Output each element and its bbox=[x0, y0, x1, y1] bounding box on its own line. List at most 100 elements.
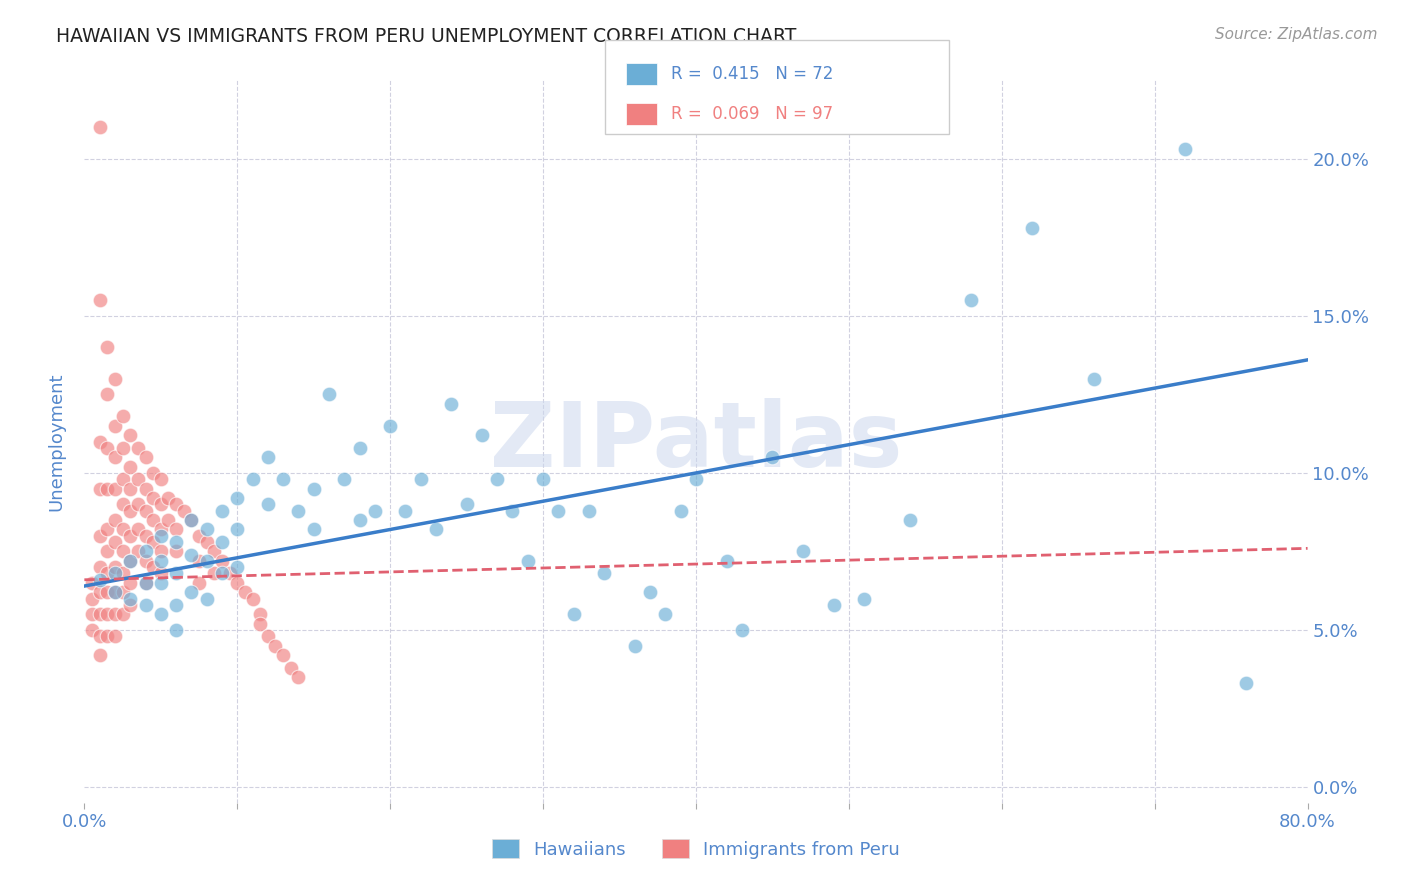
Point bbox=[211, 503, 233, 517]
Point bbox=[716, 554, 738, 568]
Point bbox=[120, 529, 142, 543]
Point bbox=[96, 441, 118, 455]
Point bbox=[211, 554, 233, 568]
Point bbox=[89, 573, 111, 587]
Point bbox=[188, 554, 211, 568]
Point bbox=[104, 482, 127, 496]
Text: R =  0.415   N = 72: R = 0.415 N = 72 bbox=[671, 65, 832, 83]
Point bbox=[89, 607, 111, 622]
Point bbox=[135, 575, 157, 590]
Point bbox=[149, 554, 172, 568]
Point bbox=[165, 566, 187, 581]
Point bbox=[135, 544, 157, 558]
Text: HAWAIIAN VS IMMIGRANTS FROM PERU UNEMPLOYMENT CORRELATION CHART: HAWAIIAN VS IMMIGRANTS FROM PERU UNEMPLO… bbox=[56, 27, 797, 45]
Point bbox=[157, 491, 180, 505]
Point bbox=[149, 544, 172, 558]
Point bbox=[111, 441, 134, 455]
Point bbox=[409, 472, 432, 486]
Point bbox=[180, 513, 202, 527]
Point bbox=[456, 497, 478, 511]
Point bbox=[104, 560, 127, 574]
Point bbox=[440, 397, 463, 411]
Point bbox=[685, 472, 707, 486]
Point bbox=[271, 648, 294, 662]
Point bbox=[135, 554, 157, 568]
Point bbox=[165, 523, 187, 537]
Point bbox=[624, 639, 647, 653]
Point bbox=[211, 566, 233, 581]
Point bbox=[531, 472, 554, 486]
Point bbox=[257, 497, 280, 511]
Point bbox=[195, 535, 218, 549]
Point bbox=[180, 513, 202, 527]
Point bbox=[165, 497, 187, 511]
Point bbox=[202, 544, 225, 558]
Point bbox=[89, 293, 111, 308]
Point bbox=[104, 607, 127, 622]
Point bbox=[120, 598, 142, 612]
Point bbox=[104, 585, 127, 599]
Point bbox=[287, 503, 309, 517]
Point bbox=[80, 575, 103, 590]
Point bbox=[173, 503, 195, 517]
Point bbox=[1021, 221, 1043, 235]
Point bbox=[349, 513, 371, 527]
Point bbox=[654, 607, 676, 622]
Point bbox=[226, 523, 249, 537]
Point bbox=[89, 529, 111, 543]
Point bbox=[165, 544, 187, 558]
Point bbox=[120, 459, 142, 474]
Point bbox=[195, 523, 218, 537]
Point bbox=[111, 497, 134, 511]
Point bbox=[89, 560, 111, 574]
Point bbox=[104, 372, 127, 386]
Point bbox=[96, 340, 118, 354]
Point bbox=[157, 513, 180, 527]
Point bbox=[135, 482, 157, 496]
Point bbox=[104, 513, 127, 527]
Point bbox=[280, 661, 302, 675]
Point bbox=[96, 523, 118, 537]
Point bbox=[149, 607, 172, 622]
Point bbox=[142, 560, 165, 574]
Point bbox=[380, 418, 402, 433]
Point bbox=[104, 566, 127, 581]
Point bbox=[135, 503, 157, 517]
Point bbox=[96, 629, 118, 643]
Text: Source: ZipAtlas.com: Source: ZipAtlas.com bbox=[1215, 27, 1378, 42]
Point bbox=[302, 523, 325, 537]
Point bbox=[111, 566, 134, 581]
Point bbox=[89, 434, 111, 449]
Point bbox=[394, 503, 416, 517]
Point bbox=[547, 503, 569, 517]
Point bbox=[333, 472, 356, 486]
Point bbox=[761, 450, 783, 465]
Point bbox=[104, 418, 127, 433]
Point bbox=[104, 535, 127, 549]
Point bbox=[111, 523, 134, 537]
Point bbox=[425, 523, 447, 537]
Point bbox=[120, 503, 142, 517]
Point bbox=[165, 535, 187, 549]
Point bbox=[318, 387, 340, 401]
Point bbox=[165, 598, 187, 612]
Point bbox=[96, 482, 118, 496]
Point bbox=[104, 629, 127, 643]
Point bbox=[249, 607, 271, 622]
Point bbox=[104, 585, 127, 599]
Point bbox=[111, 472, 134, 486]
Point bbox=[233, 585, 256, 599]
Point bbox=[142, 491, 165, 505]
Point bbox=[80, 607, 103, 622]
Point bbox=[111, 607, 134, 622]
Point bbox=[120, 554, 142, 568]
Point bbox=[242, 591, 264, 606]
Point bbox=[823, 598, 845, 612]
Point bbox=[142, 513, 165, 527]
Point bbox=[149, 497, 172, 511]
Point bbox=[287, 670, 309, 684]
Point bbox=[149, 575, 172, 590]
Point bbox=[257, 629, 280, 643]
Point bbox=[127, 472, 149, 486]
Point bbox=[127, 497, 149, 511]
